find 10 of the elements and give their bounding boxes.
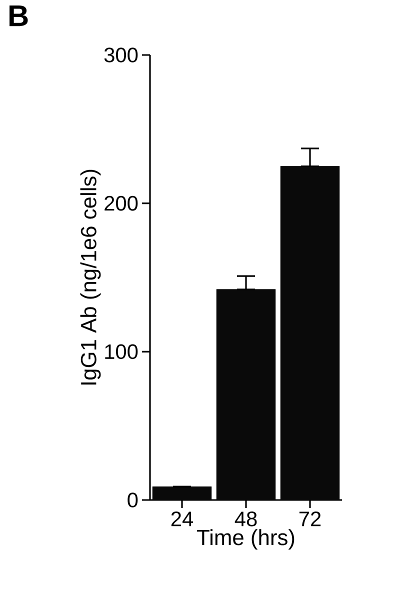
x-tick-label: 24 xyxy=(171,512,194,526)
text: B xyxy=(10,6,28,26)
y-tick-label: 100 xyxy=(105,344,138,360)
y-axis-title: IgG1 Ab (ng/1e6 cells) xyxy=(80,170,101,385)
y-tick-label: 200 xyxy=(104,196,138,211)
x-tick-label: 72 xyxy=(299,512,321,526)
y-tick-label: 0 xyxy=(128,492,138,508)
y-tick-label: 300 xyxy=(104,48,138,62)
x-tick-label: 48 xyxy=(234,512,257,526)
x-axis-title: Time (hrs) xyxy=(196,529,294,550)
